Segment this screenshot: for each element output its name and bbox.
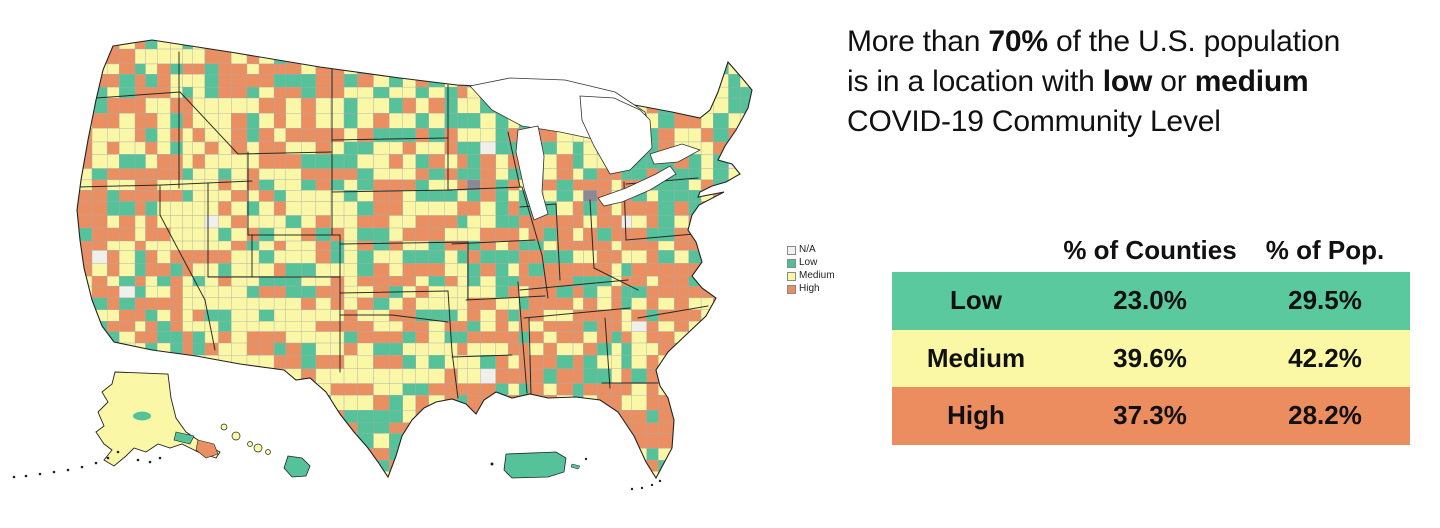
row-label: Medium (926, 342, 1026, 373)
headline-emphasis: 70% (988, 25, 1048, 58)
great-lakes (469, 77, 701, 221)
legend-item-low: Low (787, 257, 835, 269)
legend-swatch (787, 271, 796, 281)
legend-item-high: High (787, 283, 835, 295)
table-row-low: Low 23.0% 29.5% (892, 272, 1410, 330)
mainland-outline (76, 39, 753, 480)
alaska (12, 371, 221, 479)
headline-text: of the U.S. population (1047, 25, 1341, 58)
headline-text: or (1152, 65, 1195, 98)
row-label: Low (950, 285, 1002, 316)
legend-label: High (799, 283, 820, 294)
headline-line-3: COVID-19 Community Level (847, 102, 1440, 142)
pop-value: 29.5% (1288, 285, 1362, 316)
summary-table: % of Counties % of Pop. Low 23.0% 29.5% Mediu… (892, 228, 1410, 445)
puerto-rico (490, 451, 588, 479)
table-header-counties: % of Counties (1063, 234, 1237, 265)
legend-swatch (787, 284, 796, 294)
us-county-choropleth-map (12, 39, 753, 491)
legend-item-medium: Medium (787, 270, 835, 282)
row-label: High (947, 400, 1005, 431)
counties-value: 37.3% (1113, 400, 1187, 431)
headline-text: COVID-19 Community Level (847, 105, 1221, 138)
table-header-row: % of Counties % of Pop. (892, 228, 1410, 272)
pop-value: 42.2% (1288, 342, 1362, 373)
headline-line-1: More than 70% of the U.S. population (847, 22, 1440, 62)
headline-text: More than (847, 25, 989, 58)
pop-value: 28.2% (1288, 400, 1362, 431)
headline-line-2: is in a location with low or medium (847, 62, 1440, 102)
legend-swatch (787, 258, 796, 268)
counties-value: 23.0% (1113, 285, 1187, 316)
state-borders (77, 51, 709, 399)
legend-label: Low (799, 257, 818, 268)
legend-swatch (787, 245, 796, 255)
headline-text: is in a location with (847, 65, 1103, 98)
hawaii (220, 423, 311, 478)
table-header-pop: % of Pop. (1265, 234, 1385, 265)
headline-emphasis: low (1102, 65, 1153, 98)
table-row-medium: Medium 39.6% 42.2% (892, 329, 1410, 388)
legend-item-na: N/A (787, 244, 835, 256)
legend-label: N/A (799, 244, 816, 255)
table-row-high: High 37.3% 28.2% (892, 387, 1410, 445)
legend-label: Medium (799, 270, 835, 281)
map-legend: N/A Low Medium High (787, 244, 835, 295)
counties-value: 39.6% (1113, 342, 1187, 373)
headline-emphasis: medium (1194, 65, 1309, 98)
headline: More than 70% of the U.S. population is i… (847, 22, 1440, 142)
